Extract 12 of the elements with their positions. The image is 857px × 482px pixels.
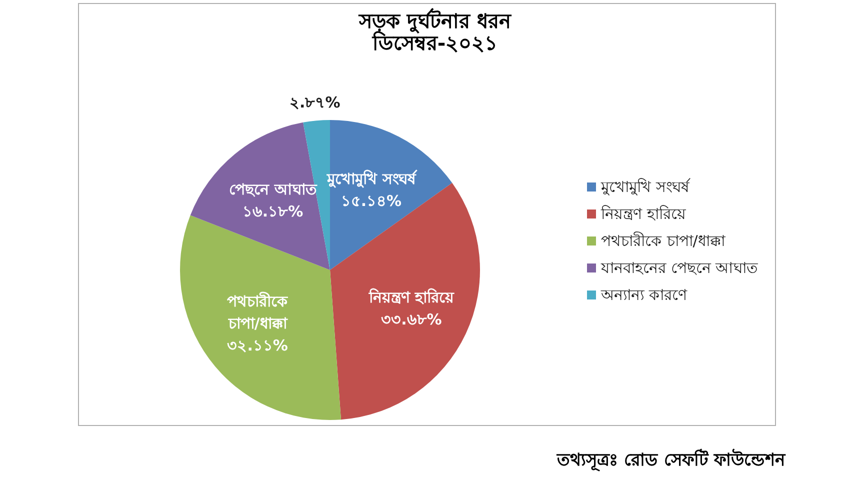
data-label: পেছনে আঘাত ১৬.১৮% — [229, 180, 318, 221]
data-label: নিয়ন্ত্রণ হারিয়ে ৩৩.৬৮% — [368, 287, 456, 328]
chart-subtitle: ডিসেম্বর-২০২১ — [371, 31, 498, 55]
legend-label: মুখোমুখি সংঘর্ষ — [600, 178, 691, 196]
legend-label: পথচারীকে চাপা/ধাক্কা — [601, 232, 726, 250]
legend-label: অন্যান্য কারণে — [600, 286, 688, 304]
legend-label: যানবাহনের পেছনে আঘাত — [600, 259, 759, 277]
data-label: মুখোমুখি সংঘর্ষ ১৫.১৪% — [326, 168, 418, 210]
legend-label: নিয়ন্ত্রণ হারিয়ে — [600, 205, 687, 223]
data-label: ২.৮৭% — [290, 94, 340, 112]
text: তথ্যসূত্রঃ রোড সেফটি ফাউন্ডেশন — [556, 448, 786, 472]
data-label: পথচারীকে চাপা/ধাক্কা ৩২.১১% — [227, 291, 288, 354]
